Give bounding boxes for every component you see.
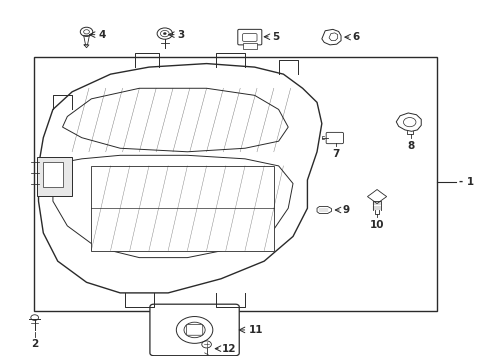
Text: 10: 10 bbox=[370, 220, 384, 230]
Bar bbox=[91, 166, 274, 251]
Text: 2: 2 bbox=[31, 339, 38, 350]
Text: 12: 12 bbox=[222, 344, 237, 354]
Text: 3: 3 bbox=[178, 30, 185, 40]
FancyBboxPatch shape bbox=[326, 132, 343, 144]
Circle shape bbox=[163, 32, 166, 35]
Text: 8: 8 bbox=[407, 141, 414, 151]
FancyBboxPatch shape bbox=[150, 304, 239, 356]
FancyBboxPatch shape bbox=[37, 157, 72, 195]
Text: 5: 5 bbox=[272, 32, 279, 42]
Text: 6: 6 bbox=[353, 32, 360, 42]
Text: 11: 11 bbox=[249, 325, 263, 335]
FancyBboxPatch shape bbox=[238, 30, 262, 45]
Text: - 1: - 1 bbox=[459, 177, 474, 187]
Bar bbox=[43, 162, 63, 187]
Bar bbox=[243, 44, 257, 49]
FancyBboxPatch shape bbox=[186, 325, 203, 335]
Text: 9: 9 bbox=[343, 205, 350, 215]
Bar bbox=[34, 57, 437, 311]
Text: 7: 7 bbox=[333, 149, 340, 159]
FancyBboxPatch shape bbox=[243, 33, 257, 41]
Text: 4: 4 bbox=[98, 30, 106, 40]
